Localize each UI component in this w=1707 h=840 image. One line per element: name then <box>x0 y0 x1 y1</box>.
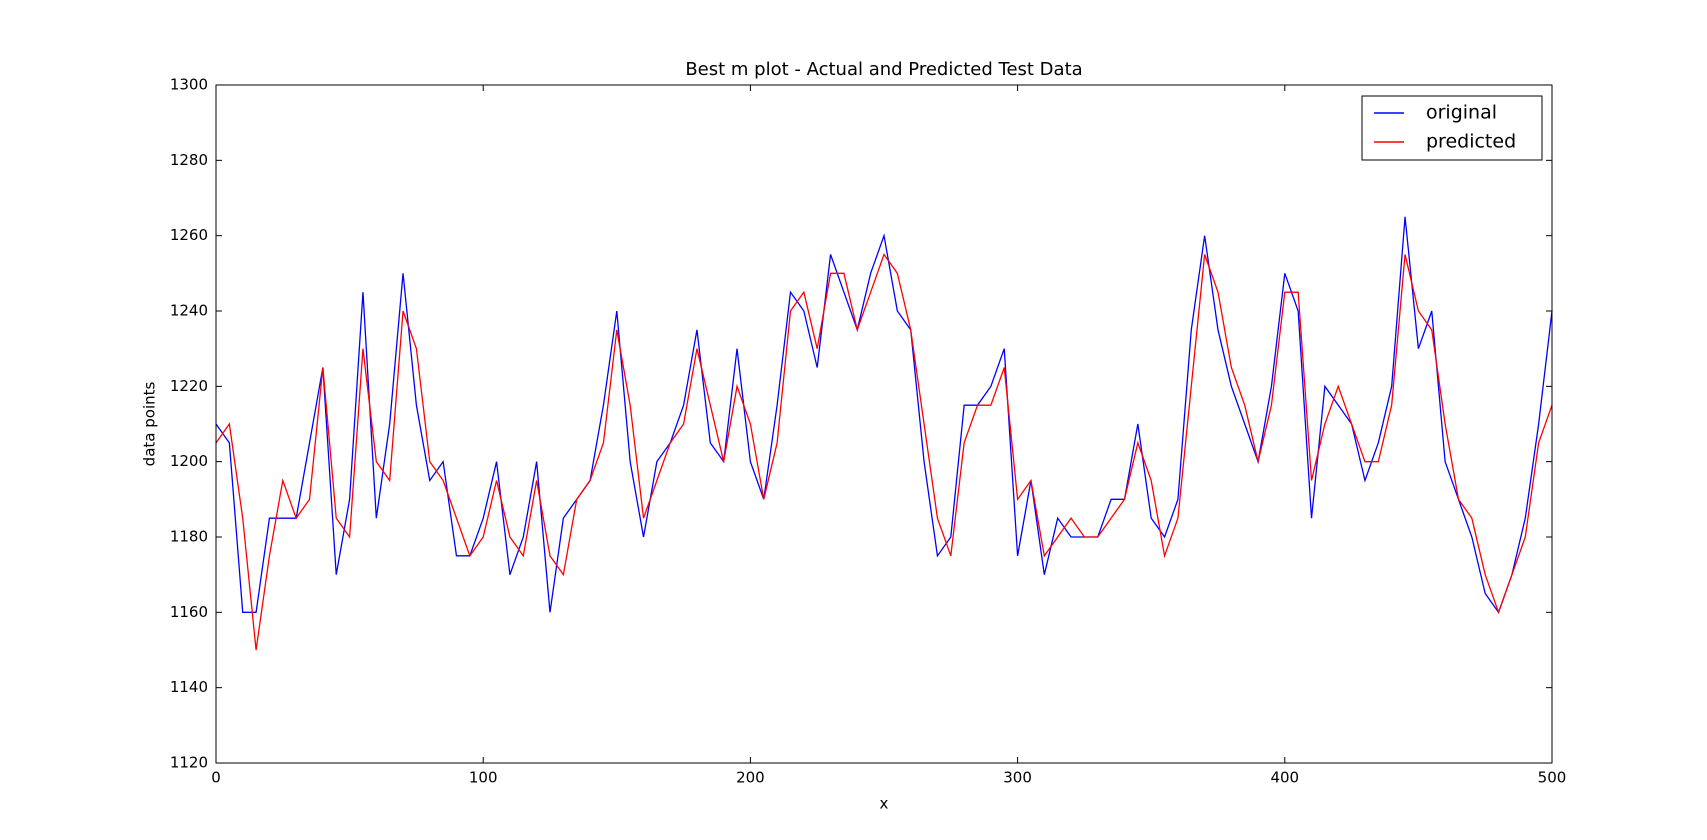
legend-box <box>1361 95 1543 161</box>
series-line <box>215 253 1553 651</box>
x-tick-label: 200 <box>736 769 765 787</box>
y-tick-label: 1240 <box>170 302 208 320</box>
y-tick-label: 1120 <box>170 754 208 772</box>
y-tick-label: 1280 <box>170 151 208 169</box>
legend-label: predicted <box>1426 131 1516 153</box>
y-tick-label: 1160 <box>170 603 208 621</box>
x-tick-label: 400 <box>1270 769 1299 787</box>
y-tick-label: 1140 <box>170 678 208 696</box>
x-tick-label: 100 <box>469 769 498 787</box>
y-tick-label: 1300 <box>170 76 208 94</box>
y-tick-label: 1220 <box>170 377 208 395</box>
x-tick-label: 0 <box>211 769 221 787</box>
x-axis-label: x <box>880 795 889 813</box>
y-tick-label: 1260 <box>170 226 208 244</box>
legend-label: original <box>1426 102 1497 124</box>
y-tick-label: 1200 <box>170 452 208 470</box>
chart-title: Best m plot - Actual and Predicted Test … <box>685 59 1082 80</box>
y-axis-label: data points <box>141 382 159 467</box>
plot-frame <box>215 84 1553 764</box>
x-tick-label: 500 <box>1538 769 1567 787</box>
x-tick-label: 300 <box>1003 769 1032 787</box>
y-tick-label: 1180 <box>170 528 208 546</box>
series-line <box>215 216 1553 614</box>
